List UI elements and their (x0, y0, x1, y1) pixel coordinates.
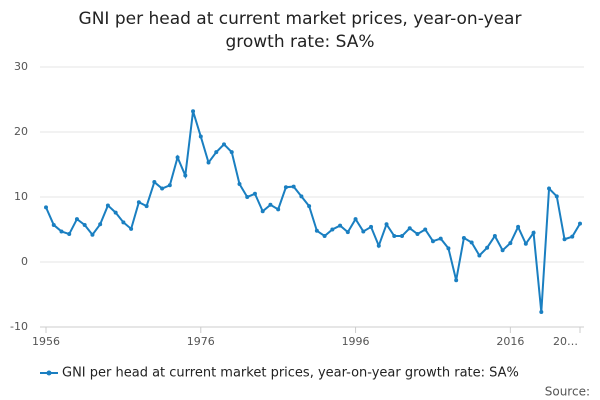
data-point (415, 232, 420, 237)
data-point (570, 234, 575, 239)
data-point (400, 234, 404, 238)
chart-title: GNI per head at current market prices, y… (78, 9, 522, 52)
data-point (500, 248, 505, 253)
data-point (376, 243, 381, 248)
legend-label: GNI per head at current market prices, y… (62, 366, 519, 381)
x-tick-label: 2016 (496, 335, 524, 348)
data-point (291, 184, 296, 189)
data-point (183, 173, 188, 178)
data-point (214, 150, 219, 155)
data-point (492, 234, 497, 238)
data-point (206, 160, 211, 165)
x-tick-label: 20… (553, 335, 578, 348)
data-point (121, 220, 126, 225)
data-point (283, 185, 288, 190)
data-point (330, 227, 335, 232)
x-tick-label: 1976 (187, 335, 215, 348)
data-point (268, 202, 273, 207)
data-point (469, 240, 474, 245)
data-point (222, 142, 226, 147)
data-point (51, 222, 56, 227)
x-tick-label: 1996 (342, 335, 370, 348)
data-point (160, 186, 165, 191)
data-point (167, 183, 172, 188)
data-point (539, 310, 544, 315)
data-point (369, 224, 374, 229)
data-point (252, 191, 257, 196)
data-point (229, 150, 234, 155)
data-point (485, 245, 490, 250)
data-point (90, 232, 95, 237)
data-point (82, 222, 87, 227)
data-point (384, 222, 389, 227)
source: Source: (545, 385, 590, 399)
data-point (554, 194, 559, 199)
data-point (322, 234, 327, 238)
data-point (245, 195, 250, 199)
data-point (438, 236, 443, 241)
data-point (407, 226, 412, 231)
y-tick-label: 20 (14, 125, 28, 138)
data-point (578, 221, 582, 226)
data-point (175, 155, 180, 160)
legend-marker (46, 370, 52, 376)
data-point (547, 186, 552, 191)
data-point (361, 229, 366, 234)
data-point (276, 207, 281, 212)
y-tick-label: -10 (10, 320, 28, 333)
data-point (345, 230, 350, 235)
data-point (461, 235, 466, 240)
y-tick-label: 30 (14, 60, 28, 73)
data-point (74, 217, 79, 222)
data-point (105, 203, 110, 208)
data-point (516, 224, 521, 229)
y-tick-label: 0 (21, 255, 28, 268)
data-point (423, 227, 428, 232)
data-point (307, 204, 312, 209)
series-line (45, 110, 581, 313)
data-point (237, 182, 242, 186)
data-point (152, 180, 157, 185)
data-point (59, 229, 64, 234)
data-point (454, 278, 459, 283)
data-point (314, 228, 319, 233)
data-point (338, 223, 343, 228)
data-point (191, 109, 196, 114)
y-tick-label: 10 (14, 190, 28, 203)
data-point (430, 239, 435, 244)
data-point (44, 205, 48, 210)
x-tick-label: 1956 (32, 335, 60, 348)
data-point (353, 217, 358, 222)
data-point (477, 253, 482, 258)
data-point (562, 237, 567, 242)
data-point (113, 210, 118, 215)
data-point (129, 226, 134, 231)
data-point (531, 230, 536, 235)
data-point (260, 209, 265, 214)
data-point (144, 204, 149, 209)
data-point (446, 246, 451, 251)
data-point (136, 200, 141, 205)
data-point (67, 232, 72, 237)
data-point (198, 134, 203, 139)
data-point (523, 241, 528, 246)
data-point (508, 241, 513, 246)
data-point (98, 222, 103, 227)
data-point (299, 194, 304, 199)
data-point (392, 234, 397, 238)
